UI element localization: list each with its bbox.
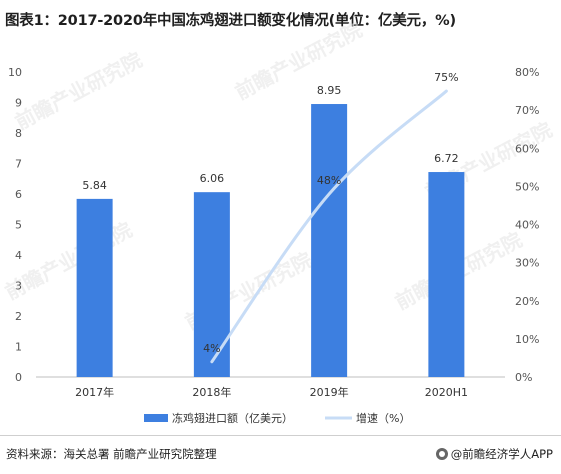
y-left-tick-label: 7	[15, 158, 22, 171]
y-left-tick-label: 2	[15, 310, 22, 323]
y-left-tick-label: 3	[15, 280, 22, 293]
y-right-tick-label: 60%	[515, 142, 539, 155]
bar-series: 5.84 6.06 8.95 6.72	[76, 84, 465, 378]
watermark-text-0: 前瞻产业研究院	[11, 47, 146, 134]
growth-line	[210, 89, 448, 364]
y-left-tick-label: 0	[15, 371, 22, 384]
axes: 0 1 2 3 4 5 6 7 8 9 10 0% 10% 20% 30% 40% 50% 60% 70% 80% 20…	[8, 66, 539, 399]
y-right-tick-label: 10%	[515, 333, 539, 346]
x-tick-label: 2020H1	[425, 386, 468, 399]
source-text: 资料来源：海关总署 前瞻产业研究院整理	[6, 447, 217, 461]
y-left-tick-label: 10	[8, 66, 22, 79]
y-left-tick-label: 4	[15, 249, 22, 262]
line-value-label: 48%	[317, 174, 341, 187]
y-right-tick-label: 40%	[515, 219, 539, 232]
y-left-tick-label: 6	[15, 188, 22, 201]
combo-chart: 前瞻产业研究院前瞻产业研究院前瞻产业研究院前瞻产业研究院前瞻产业研究院前瞻产业研…	[1, 17, 556, 425]
line-value-label: 4%	[203, 342, 220, 355]
bar	[311, 104, 348, 378]
bar	[76, 198, 113, 377]
y-left-tick-label: 1	[15, 341, 22, 354]
bar-value-label: 5.84	[82, 179, 107, 192]
y-left-tick-label: 5	[15, 219, 22, 232]
bar-value-label: 8.95	[317, 84, 342, 97]
footer: 资料来源：海关总署 前瞻产业研究院整理 @前瞻经济学人APP	[0, 435, 561, 474]
y-left-tick-label: 9	[15, 97, 22, 110]
legend-bar-swatch	[144, 414, 168, 422]
x-tick-label: 2018年	[192, 385, 231, 399]
x-tick-label: 2019年	[310, 385, 349, 399]
brand-logo-icon	[435, 448, 448, 460]
bar	[428, 172, 465, 377]
legend-bar-label: 冻鸡翅进口额（亿美元）	[172, 411, 293, 425]
y-left-tick-label: 8	[15, 127, 22, 140]
y-right-tick-label: 20%	[515, 295, 539, 308]
y-right-tick-label: 30%	[515, 257, 539, 270]
line-series: 4% 48% 75%	[203, 71, 459, 364]
y-right-tick-label: 0%	[515, 371, 532, 384]
legend-line-label: 增速（%）	[356, 411, 410, 425]
y-right-tick-label: 70%	[515, 104, 539, 117]
line-value-label: 75%	[434, 71, 458, 84]
brand-text: @前瞻经济学人APP	[450, 447, 553, 461]
bar-value-label: 6.72	[434, 152, 459, 165]
y-right-tick-label: 50%	[515, 180, 539, 193]
bar-value-label: 6.06	[200, 172, 225, 185]
x-tick-label: 2017年	[75, 385, 114, 399]
brand-credit: @前瞻经济学人APP	[435, 446, 553, 462]
y-right-tick-label: 80%	[515, 66, 539, 79]
chart-title: 图表1：2017-2020年中国冻鸡翅进口额变化情况(单位：亿美元，%)	[5, 13, 456, 29]
watermark-text-1: 前瞻产业研究院	[231, 17, 366, 104]
legend: 冻鸡翅进口额（亿美元） 增速（%）	[144, 411, 410, 425]
